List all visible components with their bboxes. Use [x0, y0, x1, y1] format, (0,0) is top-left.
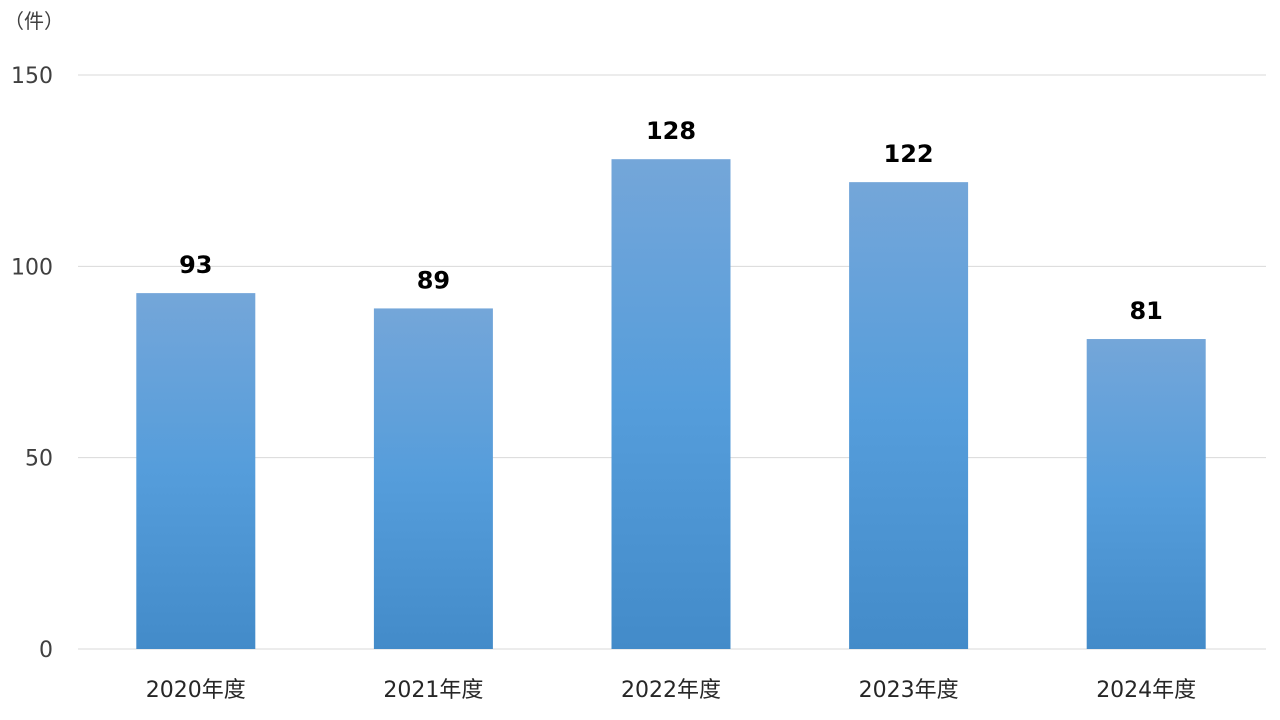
- data-label: 128: [646, 117, 696, 145]
- y-tick-label: 150: [11, 64, 53, 89]
- data-label: 93: [179, 251, 212, 279]
- data-label: 122: [884, 140, 934, 168]
- y-axis-unit-label: （件）: [4, 9, 64, 33]
- x-category-label: 2020年度: [146, 678, 246, 703]
- x-category-label: 2024年度: [1096, 678, 1196, 703]
- x-category-label: 2022年度: [621, 678, 721, 703]
- y-tick-label: 0: [39, 638, 53, 663]
- bar: [611, 159, 731, 650]
- data-labels: 93 89 128 122 81: [179, 117, 1163, 325]
- bar: [849, 182, 969, 649]
- bars: [136, 159, 1206, 650]
- x-axis-category-labels: 2020年度 2021年度 2022年度 2023年度 2024年度: [146, 678, 1196, 703]
- y-axis-tick-labels: 0 50 100 150: [11, 64, 53, 663]
- y-tick-label: 100: [11, 255, 53, 280]
- x-category-label: 2021年度: [383, 678, 483, 703]
- y-tick-label: 50: [25, 447, 53, 472]
- bar: [373, 308, 493, 649]
- data-label: 81: [1129, 297, 1162, 325]
- bar: [1086, 339, 1206, 649]
- x-category-label: 2023年度: [859, 678, 959, 703]
- data-label: 89: [417, 266, 450, 294]
- bar: [136, 293, 256, 649]
